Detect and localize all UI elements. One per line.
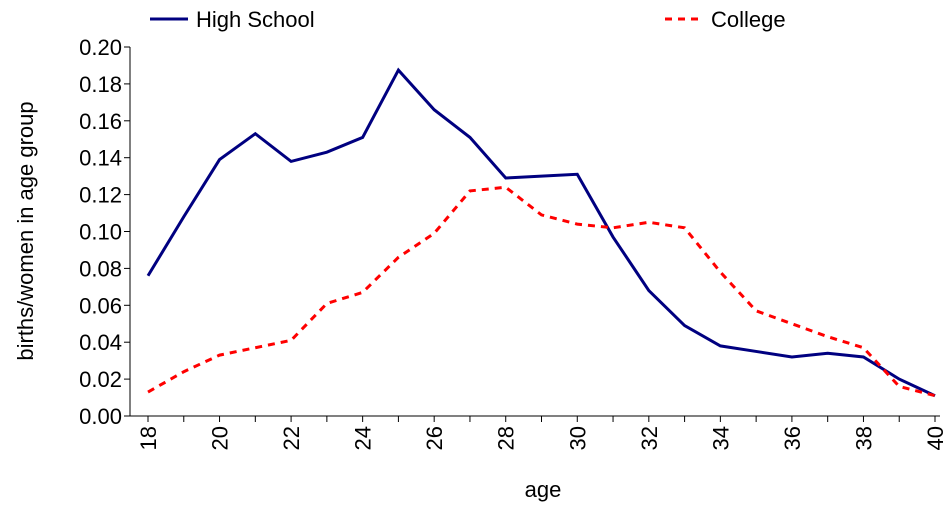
x-tick-label: 20 xyxy=(208,426,233,450)
y-tick-label: 0.02 xyxy=(79,367,122,392)
y-tick-label: 0.00 xyxy=(79,404,122,429)
x-tick-label: 22 xyxy=(279,426,304,450)
y-tick-label: 0.16 xyxy=(79,109,122,134)
legend-label: High School xyxy=(196,7,315,32)
y-tick-label: 0.08 xyxy=(79,256,122,281)
x-tick-label: 24 xyxy=(351,426,376,450)
line-series xyxy=(147,185,936,398)
x-tick-label: 32 xyxy=(637,426,662,450)
y-tick-label: 0.04 xyxy=(79,330,122,355)
x-tick-label: 30 xyxy=(565,426,590,450)
x-tick-label: 28 xyxy=(494,426,519,450)
x-tick-label: 40 xyxy=(923,426,948,450)
legend-label: College xyxy=(711,7,786,32)
y-tick-label: 0.20 xyxy=(79,35,122,60)
y-tick-label: 0.12 xyxy=(79,183,122,208)
x-tick-label: 18 xyxy=(136,426,161,450)
x-tick-label: 34 xyxy=(708,426,733,450)
y-tick-label: 0.14 xyxy=(79,146,122,171)
y-tick-label: 0.10 xyxy=(79,220,122,245)
y-axis-label: births/women in age group xyxy=(13,101,38,360)
line-series xyxy=(146,67,936,398)
x-tick-label: 36 xyxy=(780,426,805,450)
x-tick-label: 38 xyxy=(851,426,876,450)
y-tick-label: 0.18 xyxy=(79,72,122,97)
x-axis-label: age xyxy=(525,477,562,502)
y-tick-label: 0.06 xyxy=(79,293,122,318)
x-tick-label: 26 xyxy=(422,426,447,450)
